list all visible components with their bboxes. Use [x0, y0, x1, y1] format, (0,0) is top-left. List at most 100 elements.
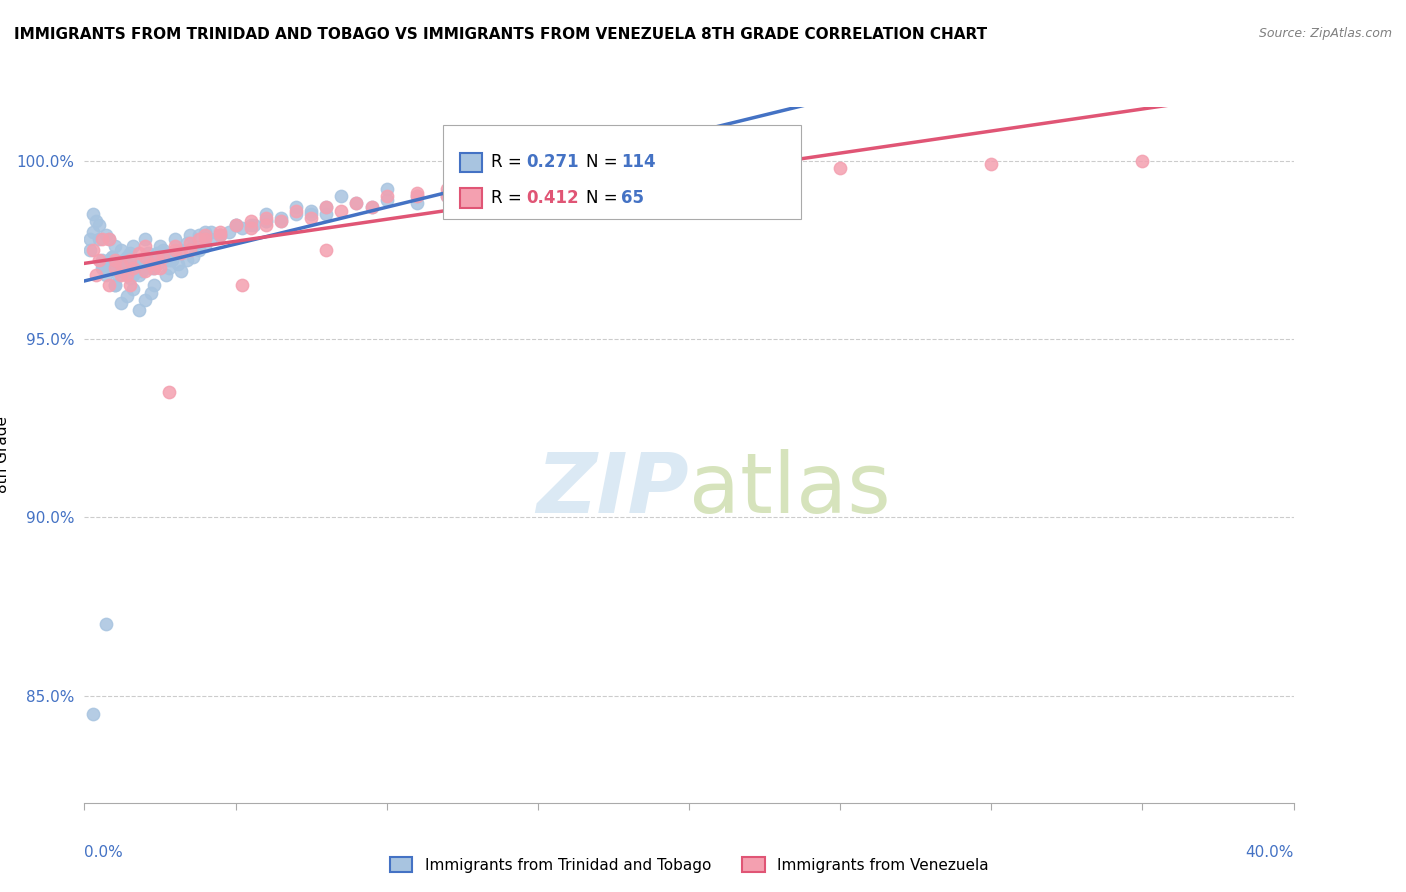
Point [100, 250, 122, 264]
Point [406, 189, 429, 203]
Point [134, 264, 156, 278]
Point [451, 189, 474, 203]
Point [1132, 153, 1154, 168]
Point [496, 178, 519, 193]
Text: 0.412: 0.412 [526, 189, 578, 207]
Point [142, 260, 165, 275]
Point [134, 293, 156, 307]
Point [82, 243, 104, 257]
Point [678, 161, 700, 175]
Point [167, 257, 190, 271]
Point [436, 189, 458, 203]
Point [194, 228, 217, 243]
Point [152, 246, 174, 260]
Point [299, 207, 322, 221]
Point [285, 203, 308, 218]
Point [121, 268, 143, 282]
Point [89, 218, 111, 232]
Point [146, 257, 169, 271]
Point [91, 253, 114, 268]
Point [125, 257, 148, 271]
Point [97, 253, 120, 268]
Point [557, 171, 579, 186]
Point [82, 207, 104, 221]
Point [188, 243, 211, 257]
Point [231, 221, 253, 235]
Point [254, 214, 277, 228]
Point [118, 253, 141, 268]
Point [136, 246, 159, 260]
Point [170, 243, 193, 257]
Point [97, 278, 120, 293]
Legend: Immigrants from Trinidad and Tobago, Immigrants from Venezuela: Immigrants from Trinidad and Tobago, Imm… [384, 850, 994, 879]
Point [157, 385, 180, 400]
Point [254, 214, 277, 228]
Point [79, 232, 101, 246]
Point [97, 232, 120, 246]
Text: N =: N = [586, 189, 623, 207]
Point [270, 214, 292, 228]
Text: atlas: atlas [689, 450, 890, 530]
Point [360, 200, 382, 214]
Text: 114: 114 [621, 153, 657, 171]
Point [315, 200, 337, 214]
Text: R =: R = [491, 153, 527, 171]
Point [100, 250, 122, 264]
Point [118, 271, 141, 285]
Point [128, 303, 150, 318]
Point [557, 178, 579, 193]
Point [315, 207, 337, 221]
Point [121, 260, 143, 275]
Point [82, 225, 104, 239]
Point [149, 250, 172, 264]
Point [82, 706, 104, 721]
Point [179, 243, 201, 257]
Point [254, 211, 277, 225]
Point [200, 232, 222, 246]
Point [299, 211, 322, 225]
Point [315, 243, 337, 257]
Point [194, 225, 217, 239]
Point [104, 239, 127, 253]
Point [588, 171, 610, 186]
Point [118, 278, 141, 293]
Point [91, 257, 114, 271]
Point [115, 250, 138, 264]
Point [131, 260, 153, 275]
Point [225, 218, 247, 232]
Point [91, 232, 114, 246]
Point [617, 168, 640, 182]
Point [104, 278, 127, 293]
Point [121, 239, 143, 253]
Point [152, 243, 174, 257]
Point [110, 257, 132, 271]
Point [980, 157, 1002, 171]
Point [209, 228, 232, 243]
Point [194, 232, 217, 246]
Point [467, 175, 489, 189]
Point [588, 171, 610, 186]
Point [142, 278, 165, 293]
Point [118, 246, 141, 260]
Point [188, 228, 211, 243]
Point [375, 182, 398, 196]
Point [104, 278, 127, 293]
Point [330, 203, 353, 218]
Point [125, 257, 148, 271]
Point [157, 253, 180, 268]
Text: N =: N = [586, 153, 623, 171]
Point [139, 257, 162, 271]
Point [110, 243, 132, 257]
Point [254, 207, 277, 221]
Point [134, 250, 156, 264]
Point [406, 186, 429, 200]
Point [239, 221, 262, 235]
Point [94, 617, 117, 632]
Point [375, 189, 398, 203]
Point [128, 260, 150, 275]
Point [315, 200, 337, 214]
Point [165, 243, 187, 257]
Point [112, 260, 135, 275]
Text: R =: R = [491, 189, 527, 207]
Point [617, 171, 640, 186]
